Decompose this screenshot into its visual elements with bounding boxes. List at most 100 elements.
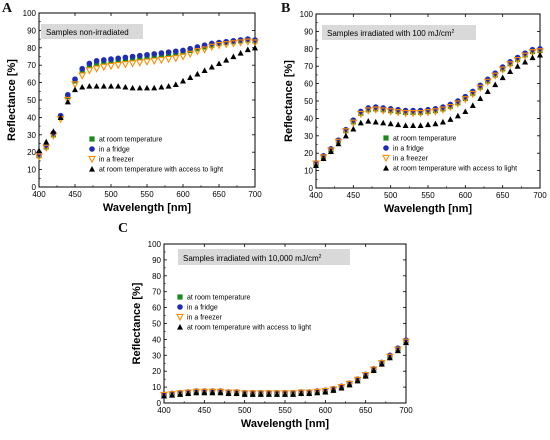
data-point bbox=[165, 83, 172, 89]
data-point bbox=[42, 144, 51, 153]
y-tick-label: 20 bbox=[27, 148, 36, 157]
x-tick-label: 600 bbox=[459, 191, 473, 200]
y-axis-label: Reflectance [%] bbox=[6, 59, 18, 141]
data-point bbox=[241, 391, 248, 397]
data-point bbox=[35, 153, 43, 161]
data-point bbox=[387, 120, 394, 127]
data-point bbox=[454, 112, 461, 119]
data-point bbox=[108, 56, 114, 62]
data-point bbox=[168, 391, 176, 399]
legend-marker bbox=[177, 324, 183, 330]
data-point bbox=[492, 81, 499, 88]
data-point bbox=[243, 38, 252, 46]
y-tick-label: 40 bbox=[152, 335, 161, 344]
legend-marker bbox=[89, 146, 95, 152]
x-tick-label: 550 bbox=[140, 190, 154, 199]
y-axis-label: Reflectance [%] bbox=[131, 282, 143, 364]
data-point bbox=[108, 83, 114, 89]
data-point bbox=[313, 388, 322, 397]
data-point bbox=[350, 125, 357, 132]
x-tick-label: 400 bbox=[157, 406, 171, 415]
data-point bbox=[432, 120, 439, 127]
title-box bbox=[41, 24, 143, 39]
legend-label: in a fridge bbox=[187, 305, 218, 312]
data-point bbox=[135, 59, 144, 67]
data-point bbox=[395, 121, 402, 128]
data-point bbox=[380, 119, 387, 126]
data-point bbox=[484, 88, 491, 95]
legend-marker bbox=[383, 165, 389, 171]
data-point bbox=[185, 390, 192, 397]
data-point bbox=[424, 109, 432, 117]
x-tick-label: 550 bbox=[421, 191, 435, 200]
legend-label: in a freezer bbox=[99, 157, 135, 164]
y-tick-label: 70 bbox=[27, 61, 36, 70]
data-point bbox=[121, 61, 130, 69]
data-point bbox=[208, 63, 215, 70]
data-point bbox=[232, 389, 241, 397]
data-point bbox=[341, 128, 350, 136]
data-point bbox=[273, 390, 281, 398]
data-point bbox=[64, 98, 71, 105]
legend-label: in a freezer bbox=[393, 156, 429, 163]
chart-title: Samples irradiated with 10,000 mJ/cm2 bbox=[183, 254, 322, 263]
data-point bbox=[346, 381, 353, 388]
data-point bbox=[208, 388, 217, 397]
plot-frame bbox=[38, 12, 256, 188]
data-point bbox=[217, 389, 224, 396]
data-point bbox=[122, 54, 129, 61]
series-4 bbox=[313, 51, 543, 168]
data-point bbox=[491, 72, 500, 80]
y-tick-label: 80 bbox=[27, 44, 36, 53]
data-point bbox=[225, 390, 232, 397]
data-point bbox=[338, 384, 345, 391]
y-tick-label: 10 bbox=[304, 167, 313, 176]
y-tick-label: 100 bbox=[23, 9, 37, 18]
data-point bbox=[180, 77, 186, 84]
data-point bbox=[122, 83, 129, 90]
y-tick-label: 100 bbox=[148, 240, 162, 249]
chart-panel-a: A 0 10 20 30 40 50 60 70 80 90 100 400 450 500 550 600 65… bbox=[2, 1, 262, 214]
data-point bbox=[385, 353, 394, 362]
data-point bbox=[150, 57, 159, 66]
y-tick-label: 40 bbox=[304, 114, 313, 123]
data-point bbox=[172, 81, 179, 87]
y-tick-label: 90 bbox=[152, 256, 161, 265]
y-tick-label: 60 bbox=[27, 79, 36, 88]
data-point bbox=[222, 41, 231, 49]
data-point bbox=[377, 360, 386, 368]
data-point bbox=[468, 90, 477, 99]
data-point bbox=[114, 62, 123, 70]
y-tick-label: 0 bbox=[32, 183, 37, 192]
data-point bbox=[506, 61, 515, 69]
series-3 bbox=[160, 338, 410, 400]
y-tick-label: 0 bbox=[157, 399, 162, 408]
data-point bbox=[36, 147, 42, 154]
data-point bbox=[264, 390, 273, 398]
data-point bbox=[200, 46, 209, 54]
data-point bbox=[273, 391, 280, 397]
data-point bbox=[93, 83, 100, 89]
x-tick-label: 500 bbox=[238, 406, 252, 415]
legend: at room temperature in a fridge in a freez… bbox=[382, 135, 517, 173]
series-4 bbox=[36, 44, 258, 154]
data-point bbox=[144, 51, 150, 58]
data-point bbox=[201, 67, 208, 74]
data-point bbox=[115, 55, 121, 62]
data-point bbox=[193, 389, 200, 396]
legend: at room temperature in a fridge in a freez… bbox=[88, 136, 223, 174]
data-point bbox=[386, 354, 393, 361]
legend-marker bbox=[177, 294, 183, 300]
data-point bbox=[63, 96, 72, 105]
data-point bbox=[86, 60, 93, 67]
data-point bbox=[365, 118, 372, 124]
data-point bbox=[439, 118, 446, 125]
data-point bbox=[425, 121, 431, 128]
data-point bbox=[394, 347, 401, 354]
data-point bbox=[312, 160, 320, 168]
x-tick-label: 450 bbox=[68, 190, 82, 199]
data-point bbox=[93, 58, 100, 64]
data-point bbox=[369, 366, 378, 374]
y-tick-label: 70 bbox=[152, 288, 161, 297]
data-point bbox=[236, 39, 245, 47]
